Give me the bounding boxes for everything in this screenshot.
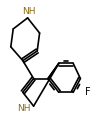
- Text: NH: NH: [17, 104, 31, 113]
- Text: F: F: [85, 87, 90, 97]
- Text: NH: NH: [22, 7, 36, 16]
